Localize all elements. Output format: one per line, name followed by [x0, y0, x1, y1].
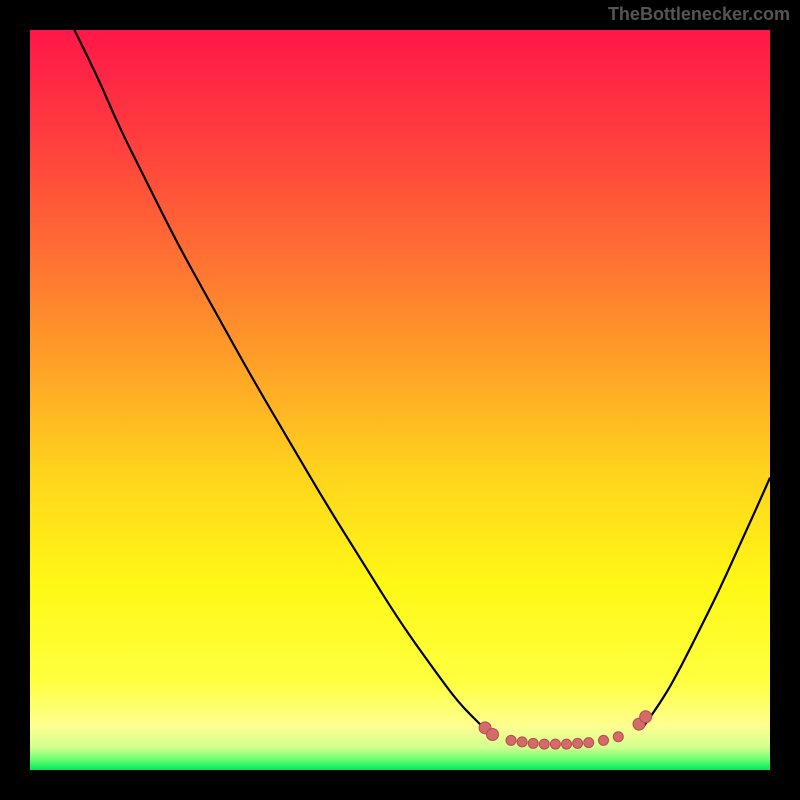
- data-point: [528, 738, 538, 748]
- data-point: [539, 739, 549, 749]
- chart-plot-area: [30, 30, 770, 770]
- data-point: [550, 739, 560, 749]
- data-point: [517, 737, 527, 747]
- curve-ascending: [644, 478, 770, 726]
- data-points: [479, 711, 652, 749]
- data-point: [562, 739, 572, 749]
- data-point: [613, 732, 623, 742]
- data-point: [573, 738, 583, 748]
- data-point: [640, 711, 652, 723]
- chart-curves: [30, 30, 770, 770]
- data-point: [487, 728, 499, 740]
- data-point: [599, 735, 609, 745]
- data-point: [584, 738, 594, 748]
- data-point: [506, 735, 516, 745]
- curve-descending: [74, 30, 481, 726]
- watermark-text: TheBottlenecker.com: [608, 4, 790, 25]
